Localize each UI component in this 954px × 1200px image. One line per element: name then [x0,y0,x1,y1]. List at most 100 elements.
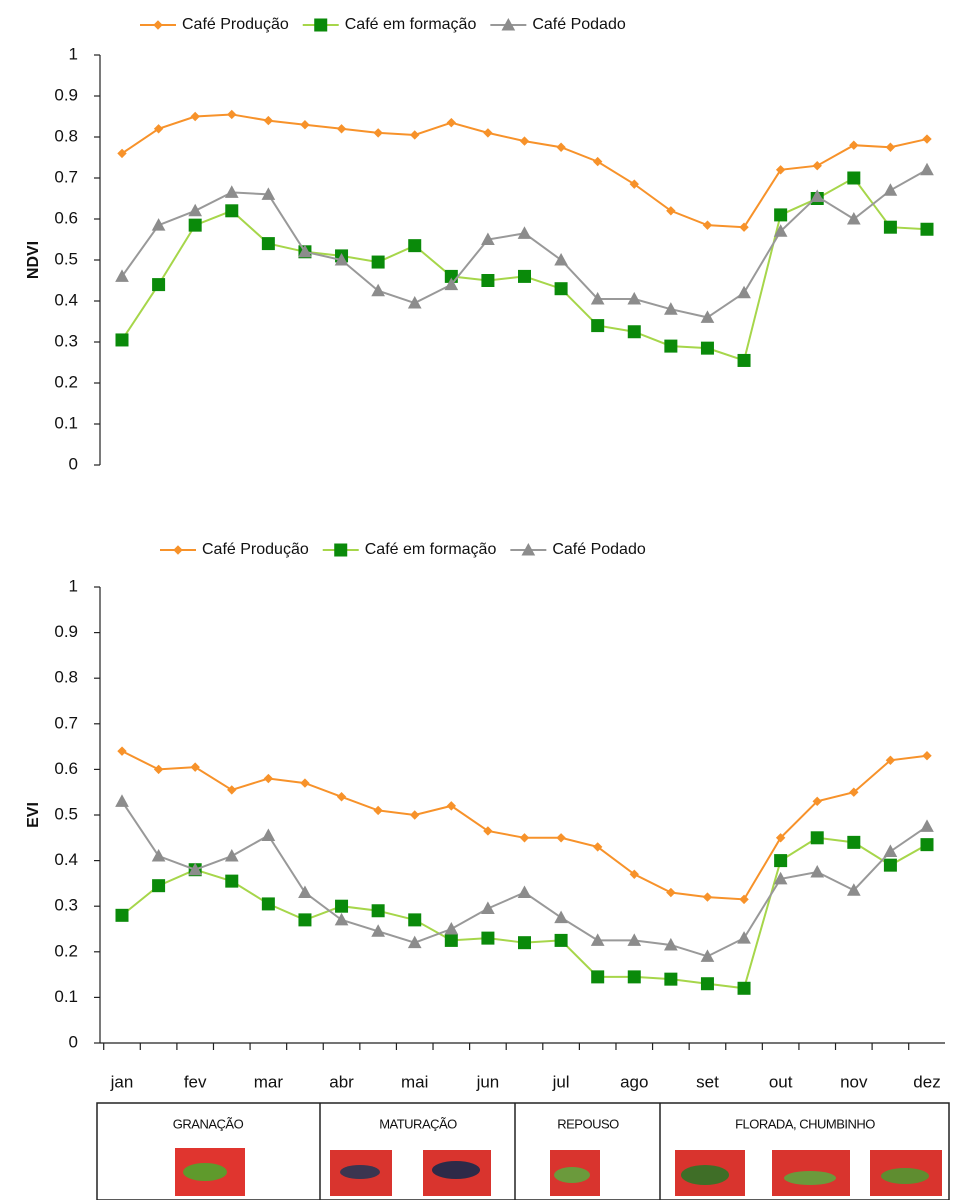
x-tick-label: mai [401,1072,428,1091]
y-tick-label: 0.1 [54,987,78,1006]
marker [155,765,163,773]
marker [411,811,419,819]
marker [372,905,384,917]
marker [226,850,238,861]
marker [557,143,565,151]
stage-label: FLORADA, CHUMBINHO [735,1116,875,1131]
marker [262,898,274,910]
marker [482,275,494,287]
marker [191,113,199,121]
x-tick-label: out [769,1072,793,1091]
series-line [122,114,927,227]
y-tick-label: 0.3 [54,896,78,915]
x-tick-label: jul [552,1072,570,1091]
marker [482,932,494,944]
marker [374,129,382,137]
photo-detail [432,1161,480,1179]
legend-label: Café Podado [552,541,646,558]
y-tick-label: 0 [69,1032,78,1051]
marker [738,932,750,943]
y-tick-label: 0.9 [54,85,78,104]
marker [850,141,858,149]
y-tick-label: 0.8 [54,668,78,687]
series-line [122,751,927,899]
y-tick-label: 0.7 [54,167,78,186]
legend-marker [335,544,347,556]
x-tick-label: jun [476,1072,500,1091]
y-tick-label: 0.6 [54,208,78,227]
marker [667,889,675,897]
y-tick-label: 0.5 [54,804,78,823]
marker [301,779,309,787]
x-tick-label: fev [184,1072,207,1091]
marker [189,205,201,216]
y-tick-label: 0.1 [54,413,78,432]
legend-label: Café em formação [345,16,477,33]
marker [153,850,165,861]
legend-label: Café Produção [202,541,309,558]
y-tick-label: 0.4 [54,850,78,869]
x-tick-label: nov [840,1072,868,1091]
marker [813,162,821,170]
legend-marker [174,546,182,554]
figure: GRANAÇÃO MATURAÇÃO REPOUSO FLORADA, CHUM… [0,0,954,1200]
marker [592,320,604,332]
marker [665,340,677,352]
marker [703,893,711,901]
series-line [122,801,927,956]
marker [921,223,933,235]
marker [701,978,713,990]
legend-label: Café Podado [532,16,626,33]
photos [175,1148,942,1196]
marker [921,820,933,831]
legend-label: Café em formação [365,541,497,558]
marker [628,326,640,338]
marker [555,254,567,265]
marker [409,914,421,926]
marker [521,137,529,145]
marker [921,839,933,851]
y-tick-label: 0.2 [54,372,78,391]
marker [811,866,823,877]
marker [557,834,565,842]
marker [738,354,750,366]
marker [555,934,567,946]
marker [738,982,750,994]
series-line [122,178,927,360]
marker [153,279,165,291]
marker [153,219,165,230]
y-tick-label: 0 [69,454,78,473]
photo-detail [681,1165,729,1185]
marker [923,752,931,760]
y-tick-label: 0.9 [54,622,78,641]
y-tick-label: 1 [69,576,78,595]
x-tick-label: ago [620,1072,648,1091]
marker [848,172,860,184]
y-tick-label: 0.7 [54,713,78,732]
x-tick-label: abr [329,1072,354,1091]
marker [116,334,128,346]
marker [884,859,896,871]
marker [775,855,787,867]
marker [738,287,750,298]
marker [116,795,128,806]
legend-marker [315,19,327,31]
marker [262,830,274,841]
marker [921,164,933,175]
marker [555,912,567,923]
marker [409,240,421,252]
marker [886,143,894,151]
marker [447,119,455,127]
marker [701,342,713,354]
marker [811,832,823,844]
marker [262,238,274,250]
x-tick-label: jan [110,1072,134,1091]
marker [228,110,236,118]
marker [628,971,640,983]
photo-detail [183,1163,227,1181]
y-tick-label: 0.4 [54,290,78,309]
series-line [122,170,927,318]
y-tick-label: 0.6 [54,759,78,778]
legend-marker [154,21,162,29]
marker [484,129,492,137]
